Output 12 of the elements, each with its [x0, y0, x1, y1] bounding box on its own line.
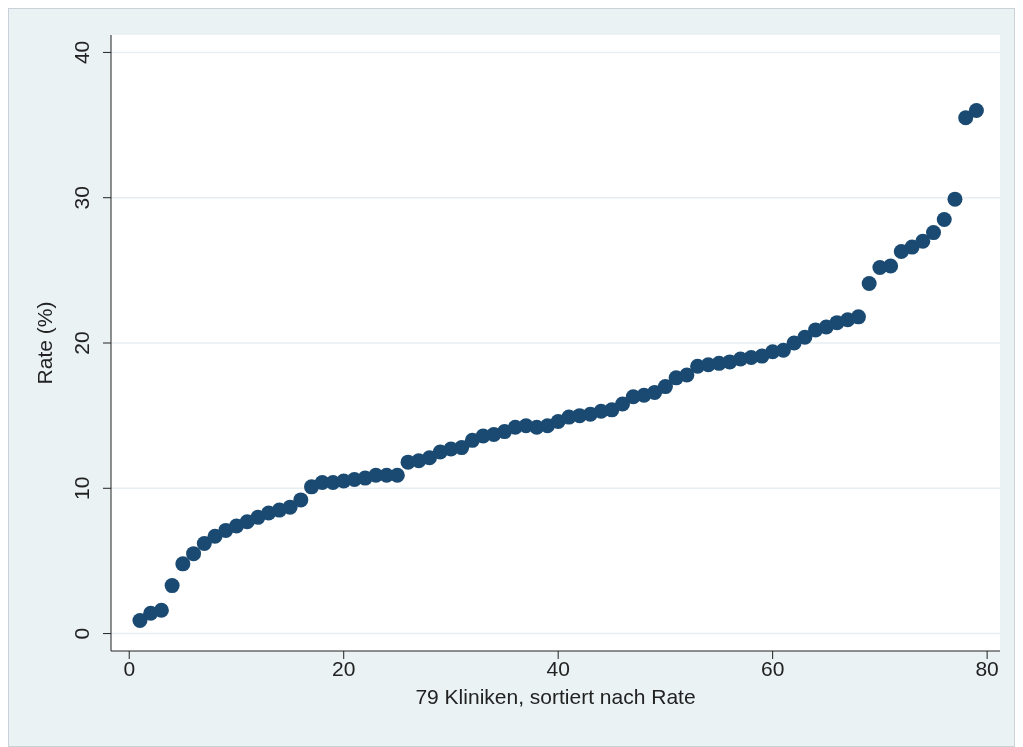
x-tick-label: 40 — [546, 656, 570, 680]
y-tick-label: 0 — [70, 627, 93, 640]
y-tick-label: 40 — [70, 40, 93, 65]
x-tick-label: 80 — [975, 656, 999, 680]
x-tick-label: 60 — [760, 656, 785, 680]
y-tick-label: 30 — [70, 186, 93, 210]
y-tick-label: 20 — [70, 331, 93, 355]
x-axis-title: 79 Kliniken, sortiert nach Rate — [415, 684, 696, 708]
y-tick-label: 10 — [70, 476, 93, 500]
x-tick-label: 0 — [123, 656, 136, 680]
x-tick-label: 20 — [332, 656, 356, 680]
y-axis-title: Rate (%) — [33, 301, 57, 385]
